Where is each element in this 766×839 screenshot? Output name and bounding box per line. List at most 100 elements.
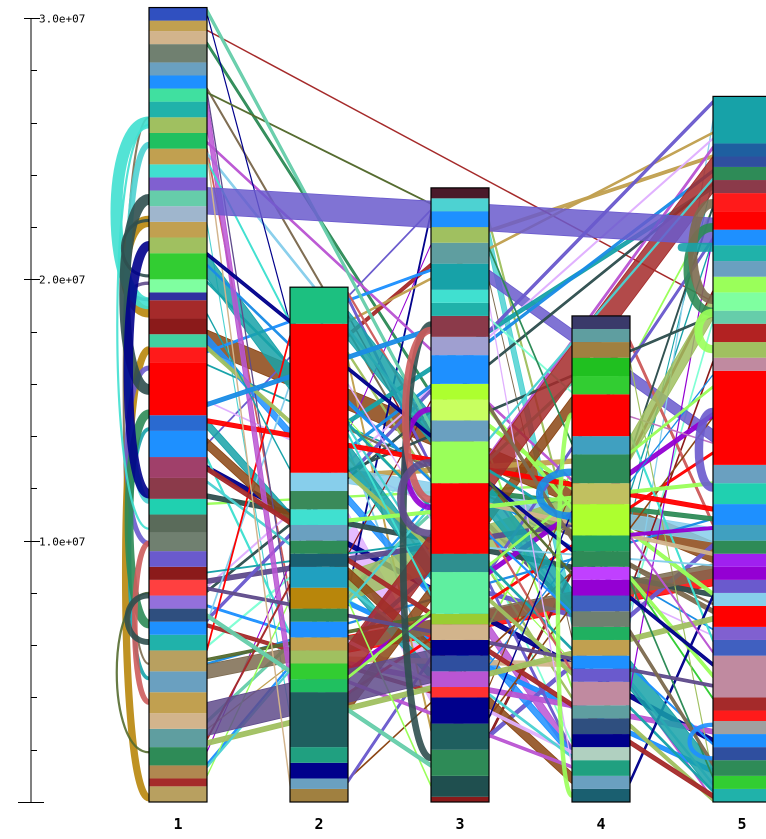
chromosome-segment: [149, 634, 207, 651]
synteny-link: [206, 150, 291, 788]
chromosome-segment: [572, 394, 630, 437]
chromosome-outline: [148, 6, 208, 803]
chromosome-segment: [290, 566, 348, 588]
chromosome-segment: [290, 679, 348, 693]
chromosome-segment: [572, 504, 630, 536]
chromosome-segment: [713, 606, 766, 627]
chromosome-segment: [713, 734, 766, 748]
chromosome-segment: [431, 671, 489, 688]
y-tick-label: 3.0e+07: [39, 13, 85, 26]
chromosome-segment: [431, 399, 489, 421]
self-link: [694, 407, 715, 492]
chromosome-segment: [149, 75, 207, 89]
chromosome-segment: [149, 362, 207, 416]
chromosome-segment: [290, 587, 348, 609]
chromosome-segment: [149, 415, 207, 431]
chromosome-segment: [431, 639, 489, 656]
chromosome-segment: [149, 347, 207, 363]
chromosome-label: 1: [173, 815, 182, 833]
chromosome-segment: [431, 315, 489, 337]
chromosome-segment: [431, 624, 489, 640]
chromosome-segment: [713, 524, 766, 541]
chromosome-segment: [149, 164, 207, 178]
chromosome-segment: [149, 62, 207, 76]
chromosome-segment: [290, 663, 348, 680]
chromosome-segment: [431, 697, 489, 724]
chromosome-segment: [572, 357, 630, 377]
self-link: [555, 412, 575, 798]
chromosome-segment: [572, 535, 630, 552]
chromosome-segment: [572, 655, 630, 669]
chromosome-segment: [431, 198, 489, 212]
chromosome-segment: [572, 315, 630, 329]
chromosome-segment: [572, 376, 630, 395]
chromosome-segment: [149, 177, 207, 191]
chromosome-segment: [149, 671, 207, 693]
chromosome-segment: [431, 242, 489, 264]
chromosome-segment: [572, 639, 630, 656]
chromosome-segment: [290, 524, 348, 541]
chromosome-segment: [149, 430, 207, 458]
self-link: [124, 409, 151, 629]
self-link: [401, 326, 432, 504]
chromosome-segment: [149, 713, 207, 729]
y-axis: 1.0e+07 2.0e+07 3.0e+07: [18, 13, 85, 803]
chromosome-segment: [290, 692, 348, 748]
chromosome-segment: [713, 540, 766, 554]
chromosome-segment: [572, 705, 630, 719]
chromosome-segment: [713, 180, 766, 194]
chromosome-segment: [149, 190, 207, 207]
chromosome-segment: [149, 132, 207, 149]
chromosome-segment: [149, 253, 207, 280]
chromosome-segment: [431, 613, 489, 625]
chromosome-segment: [713, 747, 766, 761]
chromosome-segment: [149, 595, 207, 609]
chromosome-1: [148, 6, 208, 803]
chromosome-segment: [290, 509, 348, 525]
chromosome-segment: [713, 464, 766, 484]
chromosome-segment: [149, 728, 207, 748]
chromosome-segment: [149, 498, 207, 515]
chromosome-segment: [149, 101, 207, 118]
chromosome-segment: [149, 7, 207, 21]
chromosome-3: [430, 187, 490, 803]
chromosome-segment: [431, 483, 489, 554]
chromosome-segment: [431, 420, 489, 442]
chromosome-segment: [290, 540, 348, 554]
chromosome-segment: [572, 788, 630, 802]
chromosome-segment: [572, 551, 630, 567]
chromosome-label: 3: [455, 815, 464, 833]
chromosome-segment: [149, 477, 207, 499]
chromosome-segment: [290, 553, 348, 567]
self-link: [687, 722, 714, 761]
chromosome-outline: [571, 315, 631, 803]
self-link: [683, 223, 714, 317]
chromosome-segment: [572, 747, 630, 761]
chromosome-segment: [431, 749, 489, 776]
self-link: [132, 540, 151, 705]
chromosome-segment: [431, 796, 489, 802]
chromosome-segment: [149, 206, 207, 222]
chromosome-segment: [149, 88, 207, 102]
chromosome-segment: [290, 491, 348, 510]
chromosome-segment: [713, 292, 766, 311]
chromosome-segment: [713, 592, 766, 606]
chromosome-segment: [290, 778, 348, 789]
chromosome-segment: [713, 720, 766, 735]
chromosome-segment: [431, 655, 489, 672]
chromosome-segment: [713, 310, 766, 324]
chromosome-segment: [149, 20, 207, 32]
chromosome-segment: [290, 747, 348, 763]
chromosome-segment: [572, 328, 630, 343]
chromosome-segment: [149, 579, 207, 596]
chromosome-outline: [289, 286, 349, 803]
chromosome-segment: [713, 504, 766, 525]
chromosome-segment: [431, 355, 489, 384]
chromosome-segment: [431, 723, 489, 750]
chromosome-4: [571, 315, 631, 803]
chromosome-segment: [713, 710, 766, 721]
chromosome-segment: [290, 287, 348, 324]
chromosome-segment: [431, 336, 489, 356]
chromosome-segment: [713, 566, 766, 580]
